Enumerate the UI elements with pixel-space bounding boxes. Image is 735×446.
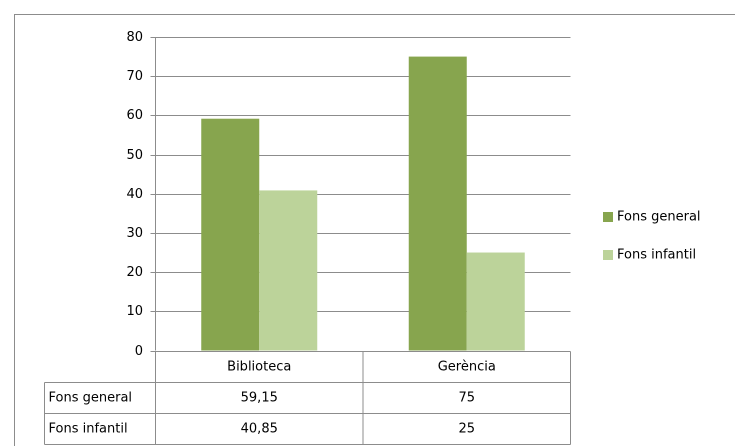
y-tick-label: 0: [135, 344, 143, 359]
table-cell: 59,15: [241, 391, 278, 406]
table-cell: 25: [458, 422, 475, 437]
legend-swatch: [603, 212, 613, 222]
y-tick-label: 80: [126, 30, 143, 45]
table-cell: 40,85: [241, 422, 278, 437]
y-tick-label: 10: [126, 304, 143, 319]
legend-label: Fons general: [617, 210, 701, 225]
table-row-header: Fons general: [49, 391, 133, 406]
bar: [466, 252, 525, 351]
table-cell: 75: [458, 391, 475, 406]
legend-swatch: [603, 250, 613, 260]
y-tick-label: 40: [126, 187, 143, 202]
bar: [201, 118, 260, 351]
bar: [408, 56, 467, 351]
y-tick-label: 60: [126, 108, 143, 123]
y-tick-label: 30: [126, 226, 143, 241]
y-tick-label: 50: [126, 148, 143, 163]
legend-label: Fons infantil: [617, 248, 696, 263]
x-tick-label: Gerència: [438, 360, 496, 375]
x-tick-label: Biblioteca: [227, 360, 291, 375]
chart-border: [14, 14, 735, 446]
y-tick-label: 70: [126, 69, 143, 84]
table-row-header: Fons infantil: [49, 422, 128, 437]
bar: [259, 190, 318, 351]
y-tick-label: 20: [126, 265, 143, 280]
